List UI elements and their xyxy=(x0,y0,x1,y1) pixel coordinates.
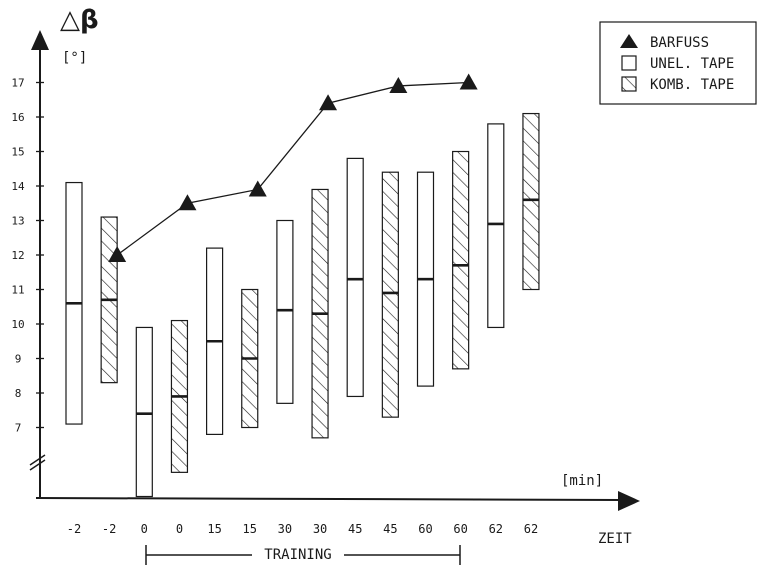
training-label: TRAINING xyxy=(264,547,331,563)
x-tick-label: 15 xyxy=(207,522,221,536)
plot-marks xyxy=(65,73,540,498)
y-tick-label: 14 xyxy=(11,180,25,193)
y-tick-label: 12 xyxy=(11,249,24,262)
unel-tape-box xyxy=(135,326,153,498)
legend-unel-label: UNEL. TAPE xyxy=(650,56,734,72)
x-tick-label: 30 xyxy=(278,522,292,536)
y-tick-label: 9 xyxy=(15,353,22,366)
y-tick-label: 17 xyxy=(11,77,24,90)
unel-tape-box xyxy=(346,157,364,398)
y-tick-label: 13 xyxy=(11,215,24,228)
x-tick-label: 0 xyxy=(176,522,183,536)
y-axis-arrow xyxy=(31,30,49,50)
x-tick-label: 60 xyxy=(418,522,432,536)
legend-frame xyxy=(599,21,757,105)
y-axis-title: △β xyxy=(60,5,99,35)
x-ticks: -2 -2 0 0 15 15 30 30 45 45 60 60 62 62 xyxy=(67,522,538,536)
y-axis-break-1 xyxy=(29,454,46,466)
x-tick-label: 45 xyxy=(348,522,362,536)
y-axis-unit: [°] xyxy=(62,50,87,66)
x-axis-line xyxy=(35,497,623,501)
y-axis-break-2 xyxy=(29,459,46,471)
y-tick-label: 8 xyxy=(15,387,22,400)
barfuss-point xyxy=(178,194,197,211)
x-tick-label: 62 xyxy=(489,522,503,536)
x-tick-label: -2 xyxy=(102,522,116,536)
barfuss-point xyxy=(389,76,408,93)
unel-tape-box xyxy=(487,123,505,329)
training-bracket: TRAINING xyxy=(145,545,461,565)
komb-tape-box xyxy=(522,112,540,291)
x-axis-title: ZEIT xyxy=(598,531,632,547)
x-axis-unit: [min] xyxy=(561,473,603,489)
komb-tape-box xyxy=(452,150,470,370)
x-tick-label: 30 xyxy=(313,522,327,536)
x-tick-label: 45 xyxy=(383,522,397,536)
y-ticks: 7 8 9 10 11 12 13 14 15 16 17 xyxy=(11,77,44,435)
legend-barfuss-marker xyxy=(620,34,638,48)
x-axis-arrow xyxy=(618,491,640,511)
y-tick-label: 10 xyxy=(11,318,24,331)
legend: BARFUSS UNEL. TAPE KOMB. TAPE xyxy=(599,21,757,105)
barfuss-point xyxy=(319,94,338,111)
y-tick-label: 7 xyxy=(15,422,22,435)
x-tick-label: 15 xyxy=(243,522,257,536)
y-tick-label: 11 xyxy=(11,284,24,297)
unel-tape-box xyxy=(276,219,294,404)
y-tick-label: 16 xyxy=(11,111,24,124)
x-tick-label: 62 xyxy=(524,522,538,536)
legend-barfuss-label: BARFUSS xyxy=(650,35,709,51)
legend-komb-swatch xyxy=(621,76,637,92)
legend-komb-label: KOMB. TAPE xyxy=(650,77,734,93)
x-tick-label: 60 xyxy=(453,522,467,536)
x-tick-label: 0 xyxy=(141,522,148,536)
y-tick-label: 15 xyxy=(11,146,24,159)
x-tick-label: -2 xyxy=(67,522,81,536)
barfuss-point xyxy=(108,246,127,262)
legend-unel-swatch xyxy=(621,55,637,71)
barfuss-point xyxy=(248,180,267,197)
barfuss-line xyxy=(116,81,469,256)
komb-tape-box xyxy=(381,171,399,418)
barfuss-point xyxy=(459,73,478,90)
